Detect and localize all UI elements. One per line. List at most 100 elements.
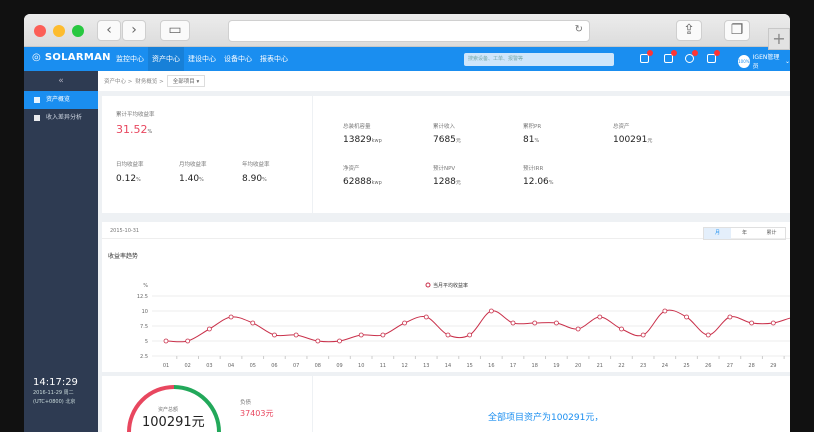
data-point bbox=[770, 320, 776, 326]
maximize-window-button[interactable] bbox=[72, 25, 84, 37]
data-point bbox=[684, 314, 689, 320]
main-nav: 监控中心 资产中心 建设中心 设备中心 报表中心 bbox=[112, 47, 292, 71]
nav-monitor[interactable]: 监控中心 bbox=[116, 55, 144, 63]
stat-value: 81% bbox=[523, 135, 540, 145]
x-tick-label: 09 bbox=[336, 363, 342, 369]
yield-summary-card: 累计平均收益率 31.52% 日均收益率 0.12% 月均收益率 1.40% 年… bbox=[102, 96, 312, 213]
nav-assets[interactable]: 资产中心 bbox=[148, 47, 184, 71]
x-tick-label: 16 bbox=[488, 363, 494, 369]
minimize-window-button[interactable] bbox=[53, 25, 65, 37]
browser-window: ‹ › ▭ ↻ ⇪ ❐ ◎ SOLARMAN 监控中心 资产中心 建设中心 设备… bbox=[24, 14, 790, 432]
x-tick-label: 14 bbox=[445, 363, 451, 369]
data-point bbox=[315, 338, 321, 344]
data-point bbox=[597, 314, 603, 320]
y-axis-unit: % bbox=[143, 283, 148, 289]
chart-title: 收益率趋势 bbox=[108, 253, 139, 260]
x-tick-label: 04 bbox=[228, 363, 234, 369]
stat-value: 7685元 bbox=[433, 135, 461, 145]
x-tick-label: 07 bbox=[293, 363, 299, 369]
back-button[interactable]: ‹ bbox=[97, 20, 121, 41]
data-point bbox=[532, 320, 538, 326]
data-point bbox=[380, 332, 386, 338]
annual-yield: 8.90% bbox=[242, 174, 267, 184]
data-point bbox=[293, 332, 299, 338]
collapse-sidebar-button[interactable]: « bbox=[58, 76, 64, 86]
reload-icon[interactable]: ↻ bbox=[574, 24, 583, 35]
data-point bbox=[575, 326, 581, 332]
stat-label: 累积PR bbox=[523, 124, 542, 130]
x-tick-label: 05 bbox=[250, 363, 256, 369]
sidebar: « 资产概览 收入差异分析 14:17:29 2016-11-29 周二 (UT… bbox=[24, 71, 98, 432]
forward-button[interactable]: › bbox=[122, 20, 146, 41]
overview-icon bbox=[34, 97, 40, 103]
mail-icon[interactable] bbox=[707, 50, 720, 63]
toggle-cumulative[interactable]: 累计 bbox=[766, 230, 777, 236]
stat-value: 12.06% bbox=[523, 177, 554, 187]
x-tick-label: 28 bbox=[748, 363, 754, 369]
monthly-yield: 1.40% bbox=[179, 174, 204, 184]
x-tick-label: 01 bbox=[163, 363, 169, 369]
search-input[interactable]: 搜索设备、工单、报警等 bbox=[464, 53, 614, 66]
daily-yield: 0.12% bbox=[116, 174, 141, 184]
stat-label: 累计收入 bbox=[433, 124, 456, 130]
data-point bbox=[337, 338, 342, 344]
sidebar-toggle-icon[interactable]: ▭ bbox=[160, 20, 190, 41]
x-tick-label: 29 bbox=[770, 363, 776, 369]
x-tick-label: 13 bbox=[423, 363, 429, 369]
x-tick-label: 17 bbox=[510, 363, 516, 369]
chat-icon[interactable] bbox=[685, 50, 698, 63]
period-toggle: 月 年 累计 bbox=[703, 227, 786, 240]
calendar-icon[interactable] bbox=[664, 50, 677, 63]
share-icon[interactable]: ⇪ bbox=[676, 20, 702, 41]
data-point bbox=[163, 338, 169, 344]
gauge-debt-arc bbox=[127, 385, 175, 432]
breadcrumb-item[interactable]: 资产中心 > bbox=[104, 79, 133, 85]
data-point bbox=[705, 332, 711, 338]
x-tick-label: 03 bbox=[206, 363, 212, 369]
x-tick-label: 02 bbox=[185, 363, 191, 369]
data-point bbox=[423, 314, 429, 320]
sidebar-item-asset-overview[interactable]: 资产概览 bbox=[24, 91, 98, 109]
breadcrumb-item[interactable]: 财务概览 > bbox=[135, 79, 164, 85]
user-menu[interactable]: 100% IGEN管理员 ⌄ bbox=[738, 54, 790, 70]
date-picker[interactable]: 2015-10-31 bbox=[110, 228, 140, 234]
app-header: ◎ SOLARMAN 监控中心 资产中心 建设中心 设备中心 报表中心 搜索设备… bbox=[24, 47, 790, 71]
toggle-year[interactable]: 年 bbox=[741, 230, 747, 236]
nav-reports[interactable]: 报表中心 bbox=[260, 55, 288, 63]
sidebar-item-income-analysis[interactable]: 收入差异分析 bbox=[24, 109, 98, 127]
data-point bbox=[445, 332, 451, 338]
data-point bbox=[662, 308, 668, 314]
x-tick-label: 25 bbox=[683, 363, 689, 369]
asset-message-card: 全部项目资产为100291元， bbox=[313, 376, 790, 432]
new-tab-button[interactable]: + bbox=[768, 28, 790, 50]
nav-construction[interactable]: 建设中心 bbox=[188, 55, 216, 63]
yield-trend-card: 2015-10-31 月 年 累计 收益率趋势 bbox=[102, 222, 790, 372]
nav-devices[interactable]: 设备中心 bbox=[224, 55, 252, 63]
chevron-down-icon: ⌄ bbox=[784, 57, 790, 65]
y-tick-label: 2.5 bbox=[140, 354, 148, 360]
x-tick-label: 23 bbox=[640, 363, 646, 369]
data-point bbox=[467, 332, 473, 338]
browser-toolbar: ‹ › ▭ ↻ ⇪ ❐ bbox=[24, 14, 790, 47]
close-window-button[interactable] bbox=[34, 25, 46, 37]
yield-line-chart: % 12.5 10 7.5 5 2.5 01 02 03 04 05 06 07 08 09 10 11 12 13… bbox=[137, 282, 790, 369]
stat-value: 1288元 bbox=[433, 177, 461, 187]
data-point bbox=[619, 326, 624, 332]
avatar: 100% bbox=[738, 54, 750, 68]
x-tick-label: 12 bbox=[401, 363, 407, 369]
x-tick-label: 21 bbox=[597, 363, 603, 369]
x-tick-label: 11 bbox=[380, 363, 386, 369]
data-point bbox=[554, 320, 559, 326]
project-select[interactable]: 全部项目 ▾ bbox=[166, 75, 206, 87]
legend-marker bbox=[425, 282, 431, 288]
data-point bbox=[402, 320, 407, 326]
data-point bbox=[250, 320, 256, 326]
data-point bbox=[228, 314, 234, 320]
stat-label: 预计NPV bbox=[433, 166, 456, 172]
tabs-icon[interactable]: ❐ bbox=[724, 20, 750, 41]
data-point bbox=[185, 338, 191, 344]
toggle-month[interactable]: 月 bbox=[704, 228, 731, 239]
address-bar[interactable]: ↻ bbox=[228, 20, 590, 42]
asset-stats-card: 总装机容量 13829kwp 累计收入 7685元 累积PR 81% 总资产 100291元净… bbox=[313, 96, 790, 213]
monitor-icon[interactable] bbox=[640, 50, 653, 63]
